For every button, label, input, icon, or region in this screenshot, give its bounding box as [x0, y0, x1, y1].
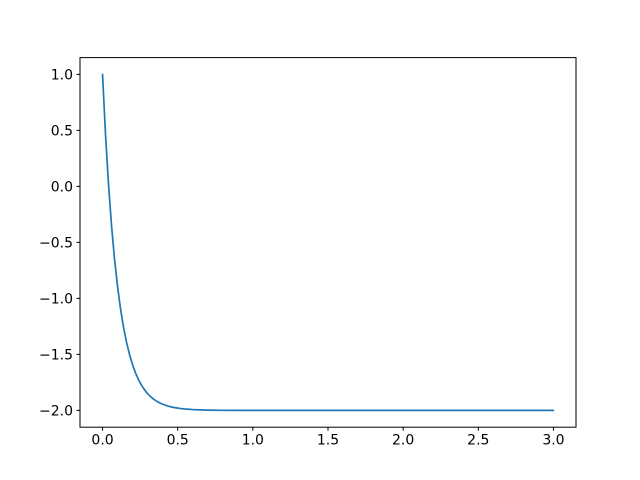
x-tick-label: 0.5	[167, 433, 189, 449]
y-tick-label: 0.5	[51, 123, 73, 139]
y-tick-label: −0.5	[39, 235, 73, 251]
y-tick-label: −1.0	[39, 291, 73, 307]
y-tick-label: −2.0	[39, 403, 73, 419]
y-tick-label: 1.0	[51, 67, 73, 83]
x-tick-label: 1.5	[317, 433, 339, 449]
y-tick-label: 0.0	[51, 179, 73, 195]
x-tick-label: 2.0	[392, 433, 414, 449]
x-tick-label: 3.0	[542, 433, 564, 449]
y-tick-label: −1.5	[39, 347, 73, 363]
x-tick-label: 2.5	[467, 433, 489, 449]
data-line-series	[101, 73, 555, 412]
x-tick-label: 0.0	[91, 433, 113, 449]
x-tick-label: 1.0	[242, 433, 264, 449]
